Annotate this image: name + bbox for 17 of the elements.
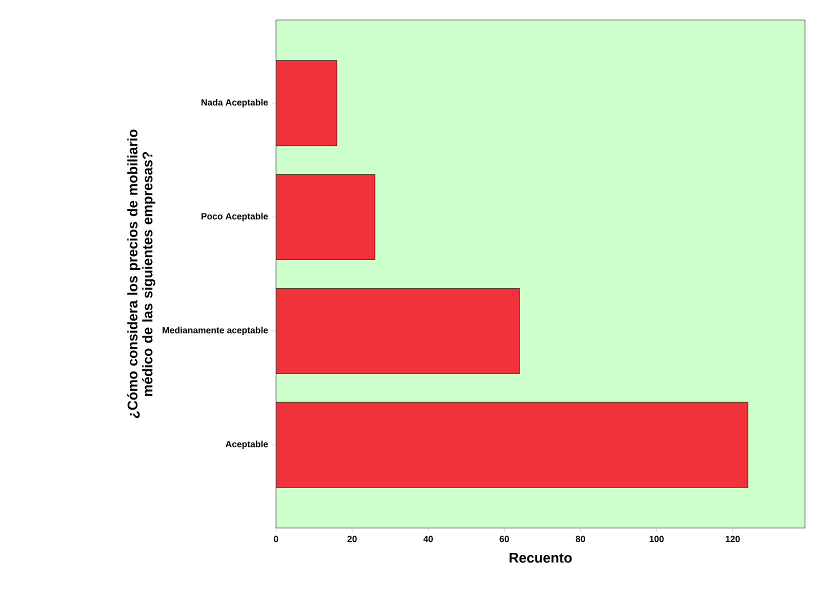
x-axis-title: Recuento bbox=[510, 552, 572, 563]
bar bbox=[276, 174, 376, 260]
y-tick-label: Medianamente aceptable bbox=[162, 326, 268, 336]
x-tick-label: 20 bbox=[347, 536, 357, 542]
x-tick-label: 120 bbox=[726, 536, 740, 542]
y-axis-title: ¿Cómo considera los precios de mobiliario médico de las siguientes empresas? bbox=[127, 130, 156, 418]
bar bbox=[276, 60, 338, 146]
y-tick-label: Poco Aceptable bbox=[202, 212, 268, 222]
y-tick-label: Aceptable bbox=[226, 440, 268, 450]
x-tick-label: 40 bbox=[423, 536, 433, 542]
x-tick-label: 60 bbox=[500, 536, 509, 542]
bar bbox=[276, 288, 520, 374]
x-tick-label: 100 bbox=[650, 536, 664, 542]
bar bbox=[276, 402, 748, 488]
y-tick-label: Nada Aceptable bbox=[202, 98, 268, 108]
x-tick-label: 0 bbox=[274, 536, 278, 542]
x-tick-label: 80 bbox=[576, 536, 586, 542]
